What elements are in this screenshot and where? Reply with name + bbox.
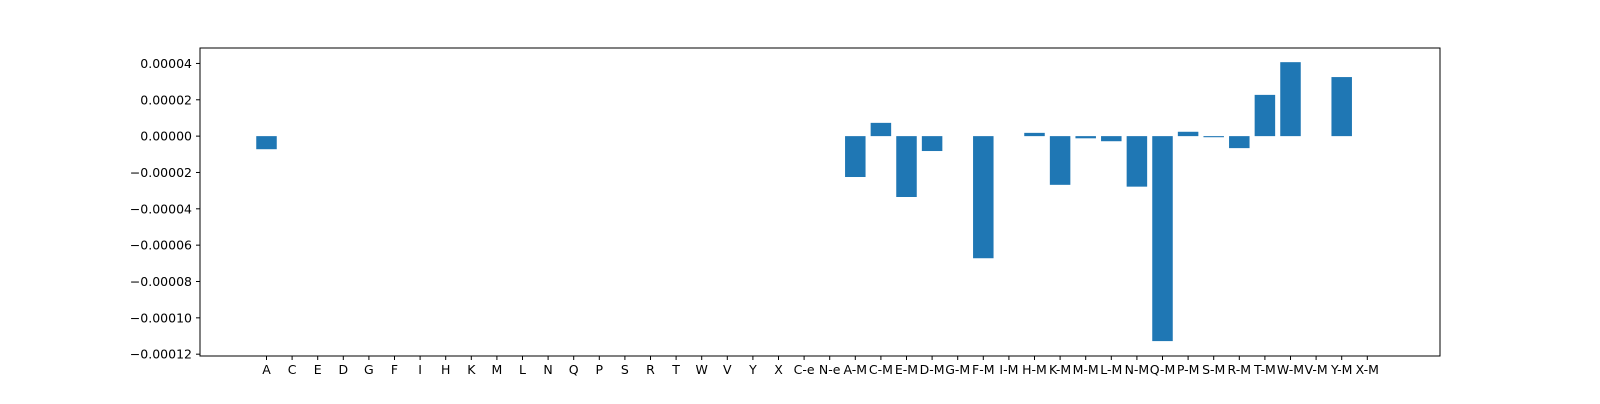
y-tick-label: −0.00002: [130, 165, 192, 180]
x-tick-label: S: [621, 362, 629, 377]
y-tick-label: −0.00010: [130, 310, 192, 325]
x-tick-label: A-M: [844, 362, 868, 377]
bar-s-m: [1203, 136, 1224, 138]
bar-c-m: [870, 122, 892, 137]
x-tick-label: P: [596, 362, 604, 377]
x-tick-label: W-M: [1277, 362, 1304, 377]
x-tick-label: C: [288, 362, 297, 377]
x-tick-label: L: [519, 362, 526, 377]
bar-f-m: [973, 136, 994, 259]
x-tick-label: I: [418, 362, 422, 377]
x-tick-label: C-M: [869, 362, 893, 377]
x-tick-label: I-M: [999, 362, 1018, 377]
bar-r-m: [1229, 136, 1250, 149]
x-tick-label: T-M: [1253, 362, 1276, 377]
bar-e-m: [896, 136, 917, 197]
bar-w-m: [1280, 62, 1301, 137]
x-tick-label: D-M: [920, 362, 945, 377]
x-tick-label: K-M: [1049, 362, 1071, 377]
bar-q-m: [1152, 136, 1173, 342]
y-tick-label: −0.00008: [130, 274, 192, 289]
x-tick-label: X-M: [1356, 362, 1379, 377]
bar-y-m: [1331, 77, 1352, 137]
x-tick-label: R: [646, 362, 655, 377]
y-tick-label: −0.00004: [130, 201, 192, 216]
x-tick-label: S-M: [1202, 362, 1225, 377]
bar-l-m: [1101, 136, 1122, 142]
x-tick-label: G-M: [945, 362, 970, 377]
x-axis: A C E D G F I H K M L N Q P S R T W V Y X C-e N-e A-M C-M E-M D-M G…: [262, 356, 1379, 377]
x-tick-label: F-M: [972, 362, 995, 377]
x-tick-label: N-M: [1125, 362, 1150, 377]
x-tick-label: X: [774, 362, 783, 377]
y-tick-label: 0.00004: [140, 56, 192, 71]
bar-a: [256, 136, 277, 150]
bar-h-m: [1024, 132, 1045, 137]
x-tick-label: M-M: [1073, 362, 1099, 377]
bar-d-m: [921, 136, 943, 152]
x-tick-label: N-e: [819, 362, 841, 377]
x-tick-label: H: [441, 362, 450, 377]
x-tick-label: Y: [748, 362, 757, 377]
x-tick-label: G: [364, 362, 374, 377]
x-tick-label: Y-M: [1330, 362, 1352, 377]
bar-n-m: [1126, 136, 1148, 187]
bar-t-m: [1254, 94, 1276, 137]
bar-m-m: [1075, 136, 1096, 139]
x-tick-label: A: [262, 362, 271, 377]
x-tick-label: F: [391, 362, 398, 377]
y-axis: 0.00004 0.00002 0.00000 −0.00002 −0.00004 −0.…: [130, 56, 200, 362]
x-tick-label: M: [492, 362, 503, 377]
x-tick-label: Q-M: [1150, 362, 1175, 377]
x-tick-label: N: [543, 362, 552, 377]
x-tick-label: W: [696, 362, 708, 377]
bar-k-m: [1049, 136, 1071, 185]
x-tick-label: C-e: [794, 362, 815, 377]
x-tick-label: E-M: [895, 362, 918, 377]
x-tick-label: D: [338, 362, 348, 377]
x-tick-label: T: [671, 362, 680, 377]
x-tick-label: R-M: [1228, 362, 1251, 377]
plot-frame: [199, 47, 1441, 357]
x-tick-label: Q: [569, 362, 579, 377]
y-tick-label: −0.00006: [130, 238, 192, 253]
y-tick-label: 0.00000: [140, 129, 192, 144]
x-tick-label: L-M: [1100, 362, 1122, 377]
y-tick-label: −0.00012: [130, 347, 192, 362]
bar-p-m: [1177, 131, 1199, 137]
x-tick-label: K: [467, 362, 476, 377]
x-tick-label: H-M: [1022, 362, 1047, 377]
x-tick-label: P-M: [1177, 362, 1200, 377]
bar-a-m: [845, 136, 866, 178]
y-tick-label: 0.00002: [140, 92, 192, 107]
x-tick-label: V-M: [1305, 362, 1328, 377]
plot-area: [200, 48, 1440, 356]
x-tick-label: E: [314, 362, 322, 377]
bars-layer: [256, 62, 1352, 342]
x-tick-label: V: [723, 362, 732, 377]
